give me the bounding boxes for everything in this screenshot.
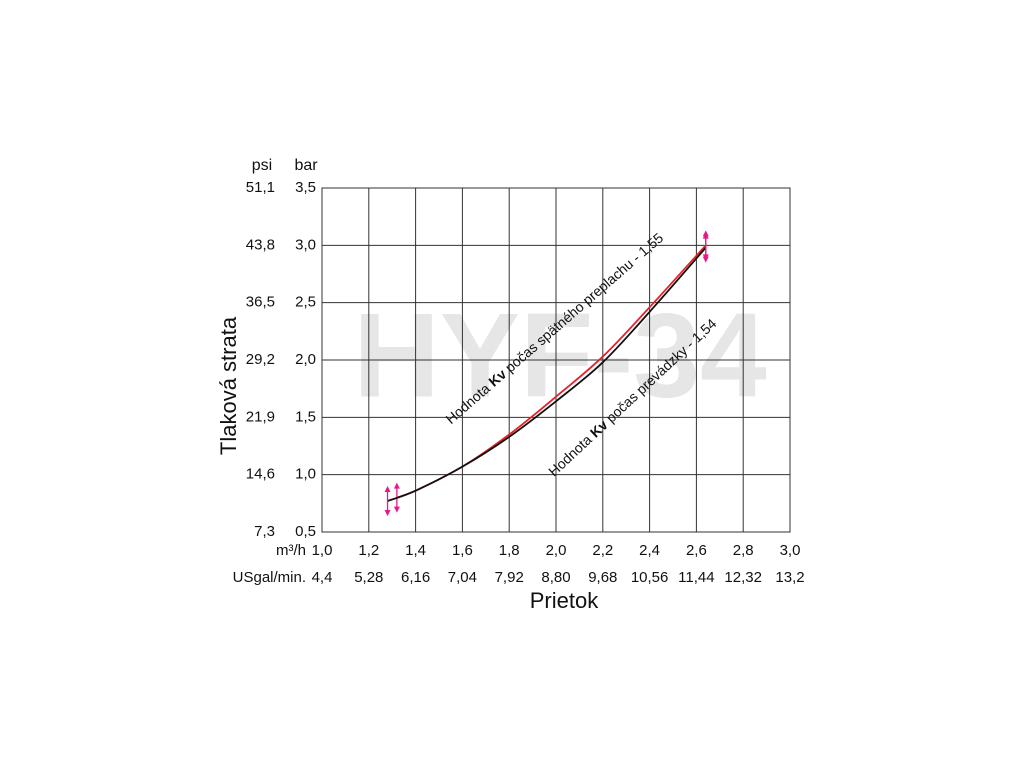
- x-axis-title: Prietok: [530, 588, 599, 613]
- x-tick-label: 2,4: [639, 542, 660, 559]
- y-axis-title: Tlaková strata: [216, 316, 241, 455]
- x2-tick-label: 9,68: [588, 569, 617, 586]
- x2-tick-label: 11,44: [678, 569, 714, 586]
- x-tick-label: 2,6: [686, 542, 707, 559]
- x2-tick-label: 10,56: [631, 569, 669, 586]
- x-tick-label: 2,0: [546, 542, 567, 559]
- x-tick-label: 3,0: [780, 542, 801, 559]
- y-tick-label: 3,0: [295, 236, 316, 253]
- x2-tick-label: 13,2: [775, 569, 804, 586]
- x-tick-label: 2,2: [592, 542, 613, 559]
- endpoint-marker: [384, 486, 391, 517]
- y-tick-label: 1,0: [295, 466, 316, 483]
- x-tick-label: 1,0: [312, 542, 333, 559]
- x-tick-label: 2,8: [733, 542, 754, 559]
- x2-tick-label: 12,32: [724, 569, 762, 586]
- marker-head: [384, 486, 391, 517]
- x2-unit: USgal/min.: [233, 569, 306, 586]
- y2-tick-label: 21,9: [246, 408, 275, 425]
- y-tick-label: 3,5: [295, 179, 316, 196]
- x-tick-label: 1,6: [452, 542, 473, 559]
- x-tick-label: 1,2: [358, 542, 379, 559]
- x2-tick-label: 7,92: [495, 569, 524, 586]
- watermark: HYF-34: [353, 289, 767, 423]
- series-label-part: Hodnota: [545, 429, 597, 479]
- y2-tick-label: 14,6: [246, 466, 275, 483]
- y-unit: bar: [294, 157, 318, 174]
- x2-tick-label: 4,4: [312, 569, 333, 586]
- marker-head: [393, 482, 400, 513]
- endpoint-marker: [702, 232, 709, 263]
- series-line: [387, 247, 707, 502]
- x2-tick-label: 7,04: [448, 569, 477, 586]
- x2-tick-label: 6,16: [401, 569, 430, 586]
- x-unit: m³/h: [276, 542, 306, 559]
- y2-tick-label: 36,5: [246, 294, 275, 311]
- x-tick-label: 1,8: [499, 542, 520, 559]
- y2-unit: psi: [252, 157, 272, 174]
- marker-head: [702, 232, 709, 263]
- y-tick-label: 2,5: [295, 294, 316, 311]
- y2-tick-label: 51,1: [246, 179, 275, 196]
- y2-tick-label: 43,8: [246, 236, 275, 253]
- x-tick-label: 1,4: [405, 542, 426, 559]
- y2-tick-label: 29,2: [246, 351, 275, 368]
- y-tick-label: 0,5: [295, 523, 316, 540]
- x2-tick-label: 8,80: [541, 569, 570, 586]
- plot-frame: [321, 187, 791, 533]
- x2-tick-label: 5,28: [354, 569, 383, 586]
- y2-tick-label: 7,3: [254, 523, 275, 540]
- y-tick-label: 1,5: [295, 408, 316, 425]
- y-tick-label: 2,0: [295, 351, 316, 368]
